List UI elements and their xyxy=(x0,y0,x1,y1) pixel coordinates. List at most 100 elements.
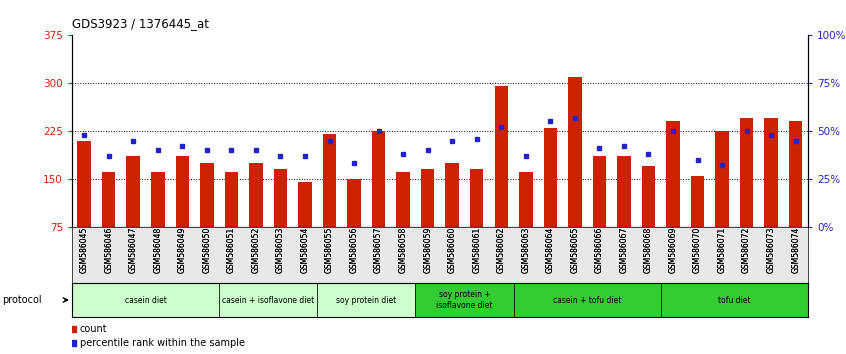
Bar xyxy=(78,141,91,227)
Text: GSM586055: GSM586055 xyxy=(325,227,334,273)
Text: GSM586062: GSM586062 xyxy=(497,227,506,273)
Text: protocol: protocol xyxy=(3,295,42,305)
Text: casein diet: casein diet xyxy=(124,296,167,304)
Bar xyxy=(446,163,459,227)
Bar xyxy=(519,172,532,227)
Text: GSM586060: GSM586060 xyxy=(448,227,457,273)
Text: GSM586053: GSM586053 xyxy=(276,227,285,273)
Text: GSM586061: GSM586061 xyxy=(472,227,481,273)
Bar xyxy=(765,118,777,227)
Text: GSM586069: GSM586069 xyxy=(668,227,678,273)
Text: GSM586045: GSM586045 xyxy=(80,227,89,273)
Text: GSM586070: GSM586070 xyxy=(693,227,702,273)
Text: GSM586052: GSM586052 xyxy=(251,227,261,273)
Text: GSM586067: GSM586067 xyxy=(619,227,629,273)
Text: percentile rank within the sample: percentile rank within the sample xyxy=(80,338,244,348)
Text: GDS3923 / 1376445_at: GDS3923 / 1376445_at xyxy=(72,17,209,30)
Text: GSM586045: GSM586045 xyxy=(80,227,89,273)
Bar xyxy=(348,179,360,227)
Text: GSM586047: GSM586047 xyxy=(129,227,138,273)
Bar xyxy=(102,172,115,227)
Bar xyxy=(72,283,219,317)
Text: GSM586057: GSM586057 xyxy=(374,227,383,273)
Text: GSM586054: GSM586054 xyxy=(300,227,310,273)
Text: GSM586066: GSM586066 xyxy=(595,227,604,273)
Bar xyxy=(219,283,317,317)
Text: GSM586050: GSM586050 xyxy=(202,227,212,273)
Bar xyxy=(323,134,336,227)
Text: GSM586049: GSM586049 xyxy=(178,227,187,273)
Bar xyxy=(740,118,753,227)
Text: GSM586048: GSM586048 xyxy=(153,227,162,273)
Bar xyxy=(642,166,655,227)
Text: GSM586047: GSM586047 xyxy=(129,227,138,273)
Bar xyxy=(201,163,213,227)
Bar xyxy=(667,121,679,227)
Bar xyxy=(176,156,189,227)
Text: GSM586054: GSM586054 xyxy=(300,227,310,273)
Text: GSM586061: GSM586061 xyxy=(472,227,481,273)
Bar xyxy=(415,283,514,317)
Text: GSM586056: GSM586056 xyxy=(349,227,359,273)
Text: GSM586056: GSM586056 xyxy=(349,227,359,273)
Bar xyxy=(495,86,508,227)
Text: GSM586074: GSM586074 xyxy=(791,227,800,273)
Text: GSM586070: GSM586070 xyxy=(693,227,702,273)
Bar xyxy=(618,156,630,227)
Bar xyxy=(691,176,704,227)
Text: GSM586052: GSM586052 xyxy=(251,227,261,273)
Bar xyxy=(299,182,311,227)
Bar xyxy=(372,131,385,227)
Bar xyxy=(250,163,262,227)
Text: soy protein +
isoflavone diet: soy protein + isoflavone diet xyxy=(437,290,492,310)
Text: GSM586064: GSM586064 xyxy=(546,227,555,273)
Bar xyxy=(544,128,557,227)
Text: GSM586058: GSM586058 xyxy=(398,227,408,273)
Text: GSM586074: GSM586074 xyxy=(791,227,800,273)
Text: GSM586059: GSM586059 xyxy=(423,227,432,273)
Text: GSM586065: GSM586065 xyxy=(570,227,580,273)
Text: GSM586051: GSM586051 xyxy=(227,227,236,273)
Bar xyxy=(569,77,581,227)
Text: GSM586072: GSM586072 xyxy=(742,227,751,273)
Text: GSM586053: GSM586053 xyxy=(276,227,285,273)
Text: GSM586072: GSM586072 xyxy=(742,227,751,273)
Bar xyxy=(470,169,483,227)
Text: GSM586060: GSM586060 xyxy=(448,227,457,273)
Text: count: count xyxy=(80,324,107,334)
Text: GSM586066: GSM586066 xyxy=(595,227,604,273)
Bar xyxy=(127,156,140,227)
Text: tofu diet: tofu diet xyxy=(718,296,750,304)
Text: GSM586046: GSM586046 xyxy=(104,227,113,273)
Text: GSM586073: GSM586073 xyxy=(766,227,776,273)
Bar xyxy=(421,169,434,227)
Text: GSM586055: GSM586055 xyxy=(325,227,334,273)
Text: casein + isoflavone diet: casein + isoflavone diet xyxy=(222,296,315,304)
Text: GSM586067: GSM586067 xyxy=(619,227,629,273)
Text: GSM586063: GSM586063 xyxy=(521,227,530,273)
Text: GSM586051: GSM586051 xyxy=(227,227,236,273)
Text: GSM586062: GSM586062 xyxy=(497,227,506,273)
Bar xyxy=(317,283,415,317)
Bar xyxy=(716,131,728,227)
Text: GSM586048: GSM586048 xyxy=(153,227,162,273)
Bar xyxy=(661,283,808,317)
Text: GSM586058: GSM586058 xyxy=(398,227,408,273)
Bar xyxy=(514,283,661,317)
Text: GSM586046: GSM586046 xyxy=(104,227,113,273)
Bar xyxy=(151,172,164,227)
Text: GSM586068: GSM586068 xyxy=(644,227,653,273)
Text: soy protein diet: soy protein diet xyxy=(336,296,397,304)
Text: GSM586049: GSM586049 xyxy=(178,227,187,273)
Text: GSM586057: GSM586057 xyxy=(374,227,383,273)
Text: GSM586059: GSM586059 xyxy=(423,227,432,273)
Text: GSM586069: GSM586069 xyxy=(668,227,678,273)
Text: casein + tofu diet: casein + tofu diet xyxy=(553,296,621,304)
Text: GSM586064: GSM586064 xyxy=(546,227,555,273)
Text: GSM586068: GSM586068 xyxy=(644,227,653,273)
Text: GSM586073: GSM586073 xyxy=(766,227,776,273)
Text: GSM586065: GSM586065 xyxy=(570,227,580,273)
Text: GSM586063: GSM586063 xyxy=(521,227,530,273)
Text: GSM586050: GSM586050 xyxy=(202,227,212,273)
Bar xyxy=(274,169,287,227)
